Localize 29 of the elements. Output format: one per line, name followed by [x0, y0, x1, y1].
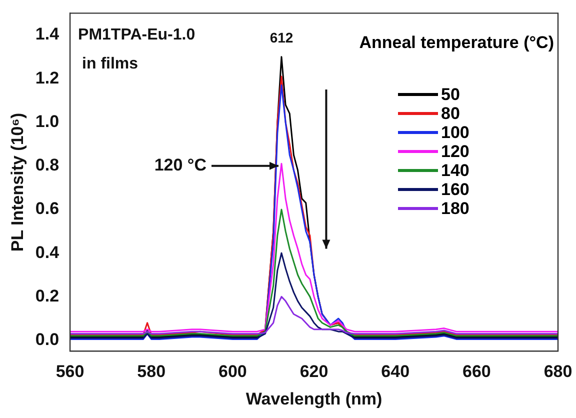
legend-label: 160 [441, 180, 470, 200]
x-tick-label: 680 [544, 362, 572, 382]
y-tick-label: 0.8 [35, 156, 60, 175]
y-tick-label: 0.4 [35, 242, 60, 262]
x-tick-label: 580 [137, 362, 166, 382]
y-tick-label: 0.2 [35, 286, 60, 306]
x-tick-label: 600 [218, 362, 247, 382]
y-tick-label: 1.0 [35, 112, 60, 131]
y-tick-label: 1.4 [35, 24, 60, 44]
legend-label: 180 [441, 198, 470, 219]
x-tick-label: 640 [381, 362, 410, 382]
y-axis-title: PL Intensity (10⁶) [8, 112, 27, 252]
annotation: 612 [270, 30, 294, 46]
y-tick-label: 0.6 [35, 199, 60, 218]
y-tick-label: 1.2 [35, 68, 60, 88]
legend-label: 100 [441, 122, 470, 143]
x-tick-label: 660 [462, 362, 491, 382]
x-tick-label: 560 [56, 362, 84, 382]
legend-label: 50 [441, 84, 460, 105]
annotation: PM1TPA-Eu-1.0 [78, 26, 196, 44]
annotation: 120 °C [154, 156, 206, 175]
legend-label: 80 [441, 104, 460, 124]
annotation: in films [82, 56, 138, 73]
legend-label: 120 [441, 142, 470, 162]
legend-title: Anneal temperature (°C) [359, 33, 554, 54]
x-tick-label: 620 [300, 362, 328, 382]
legend-label: 140 [441, 160, 470, 181]
x-axis-title: Wavelength (nm) [246, 389, 382, 408]
y-tick-label: 0.0 [35, 330, 60, 349]
